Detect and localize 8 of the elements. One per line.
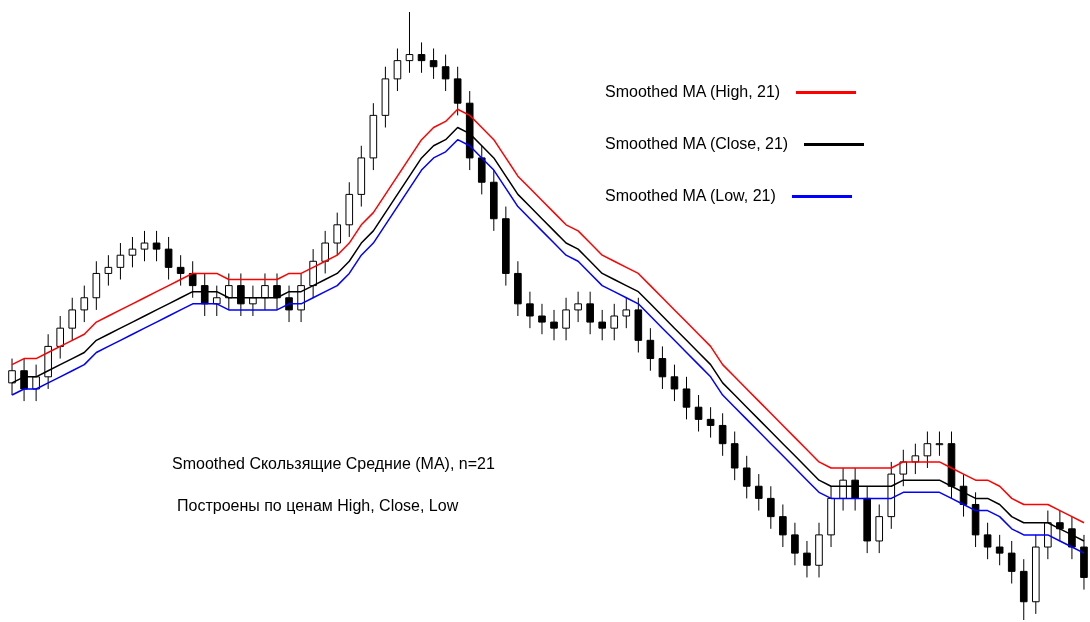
annotation: Построены по ценам High, Close, Low xyxy=(177,497,459,515)
candlestick xyxy=(586,291,594,335)
candlestick xyxy=(791,522,799,566)
legend-label: Smoothed MA (Low, 21) xyxy=(605,187,776,205)
legend-label: Smoothed MA (High, 21) xyxy=(605,83,781,101)
candlestick xyxy=(562,297,570,341)
annotation: Smoothed Скользящие Средние (МА), n=21 xyxy=(172,455,495,473)
legend-label: Smoothed MA (Close, 21) xyxy=(605,135,789,153)
